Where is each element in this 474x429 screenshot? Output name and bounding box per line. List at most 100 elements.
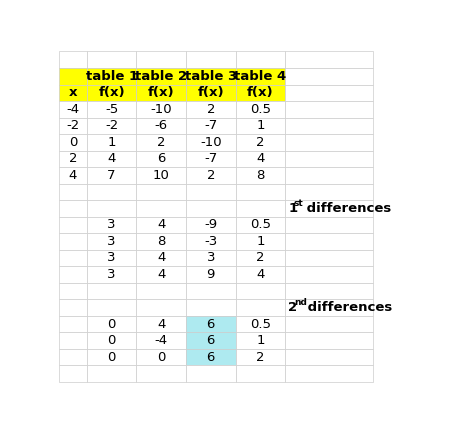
Bar [186, 266, 236, 283]
Text: 2: 2 [69, 152, 77, 165]
Bar [87, 68, 137, 85]
Bar [186, 316, 236, 332]
Text: 6: 6 [157, 152, 165, 165]
Bar [186, 217, 236, 233]
Bar [59, 283, 87, 299]
Bar [87, 200, 137, 217]
Text: table 1: table 1 [85, 70, 137, 83]
Text: 2: 2 [256, 350, 264, 363]
Bar [59, 118, 87, 134]
Bar [285, 283, 374, 299]
Bar [186, 68, 236, 85]
Text: 2: 2 [157, 136, 165, 149]
Text: table 3: table 3 [185, 70, 237, 83]
Text: 0: 0 [108, 317, 116, 330]
Text: differences: differences [303, 301, 392, 314]
Bar [137, 250, 186, 266]
Bar [285, 250, 374, 266]
Bar [137, 283, 186, 299]
Text: 1: 1 [256, 119, 264, 132]
Text: differences: differences [301, 202, 391, 215]
Text: 0.5: 0.5 [250, 218, 271, 231]
Bar [285, 316, 374, 332]
Text: table 4: table 4 [234, 70, 286, 83]
Bar [87, 217, 137, 233]
Bar [137, 233, 186, 250]
Text: -2: -2 [105, 119, 118, 132]
Bar [186, 366, 236, 382]
Text: 0.5: 0.5 [250, 103, 271, 116]
Bar [59, 332, 87, 349]
Text: 0: 0 [108, 334, 116, 347]
Text: -3: -3 [204, 235, 218, 248]
Text: 1: 1 [288, 202, 297, 215]
Text: 10: 10 [153, 169, 170, 182]
Bar [285, 51, 374, 68]
Bar [87, 85, 137, 101]
Bar [137, 299, 186, 316]
Text: nd: nd [294, 298, 307, 307]
Bar [59, 266, 87, 283]
Text: 0: 0 [157, 350, 165, 363]
Text: f(x): f(x) [148, 86, 174, 99]
Text: 1: 1 [256, 235, 264, 248]
Bar [87, 184, 137, 200]
Bar [137, 200, 186, 217]
Bar [87, 101, 137, 118]
Text: 2: 2 [256, 136, 264, 149]
Text: x: x [69, 86, 77, 99]
Bar [137, 101, 186, 118]
Bar [59, 349, 87, 366]
Text: -10: -10 [150, 103, 172, 116]
Bar [137, 332, 186, 349]
Text: 3: 3 [107, 218, 116, 231]
Bar [137, 68, 186, 85]
Bar [186, 349, 236, 366]
Bar [137, 217, 186, 233]
Bar [137, 266, 186, 283]
Bar [236, 250, 285, 266]
Bar [285, 118, 374, 134]
Bar [186, 101, 236, 118]
Bar [59, 151, 87, 167]
Bar [137, 167, 186, 184]
Bar [285, 85, 374, 101]
Bar [285, 134, 374, 151]
Bar [137, 349, 186, 366]
Bar [87, 332, 137, 349]
Text: 8: 8 [256, 169, 264, 182]
Text: 8: 8 [157, 235, 165, 248]
Text: -5: -5 [105, 103, 118, 116]
Bar [236, 68, 285, 85]
Text: 2: 2 [207, 103, 215, 116]
Text: 4: 4 [256, 152, 264, 165]
Bar [236, 118, 285, 134]
Bar [87, 134, 137, 151]
Text: 3: 3 [207, 251, 215, 264]
Bar [186, 332, 236, 349]
Text: 6: 6 [207, 317, 215, 330]
Bar [285, 217, 374, 233]
Bar [87, 250, 137, 266]
Bar [87, 266, 137, 283]
Bar [236, 134, 285, 151]
Bar [87, 316, 137, 332]
Bar [137, 51, 186, 68]
Text: 4: 4 [108, 152, 116, 165]
Text: st: st [294, 199, 304, 208]
Text: -6: -6 [155, 119, 168, 132]
Text: -7: -7 [204, 119, 218, 132]
Bar [186, 167, 236, 184]
Bar [87, 167, 137, 184]
Bar [285, 366, 374, 382]
Text: 0: 0 [69, 136, 77, 149]
Bar [137, 85, 186, 101]
Text: 7: 7 [107, 169, 116, 182]
Bar [236, 184, 285, 200]
Text: f(x): f(x) [247, 86, 273, 99]
Bar [59, 250, 87, 266]
Bar [285, 266, 374, 283]
Bar [59, 233, 87, 250]
Text: -7: -7 [204, 152, 218, 165]
Bar [285, 101, 374, 118]
